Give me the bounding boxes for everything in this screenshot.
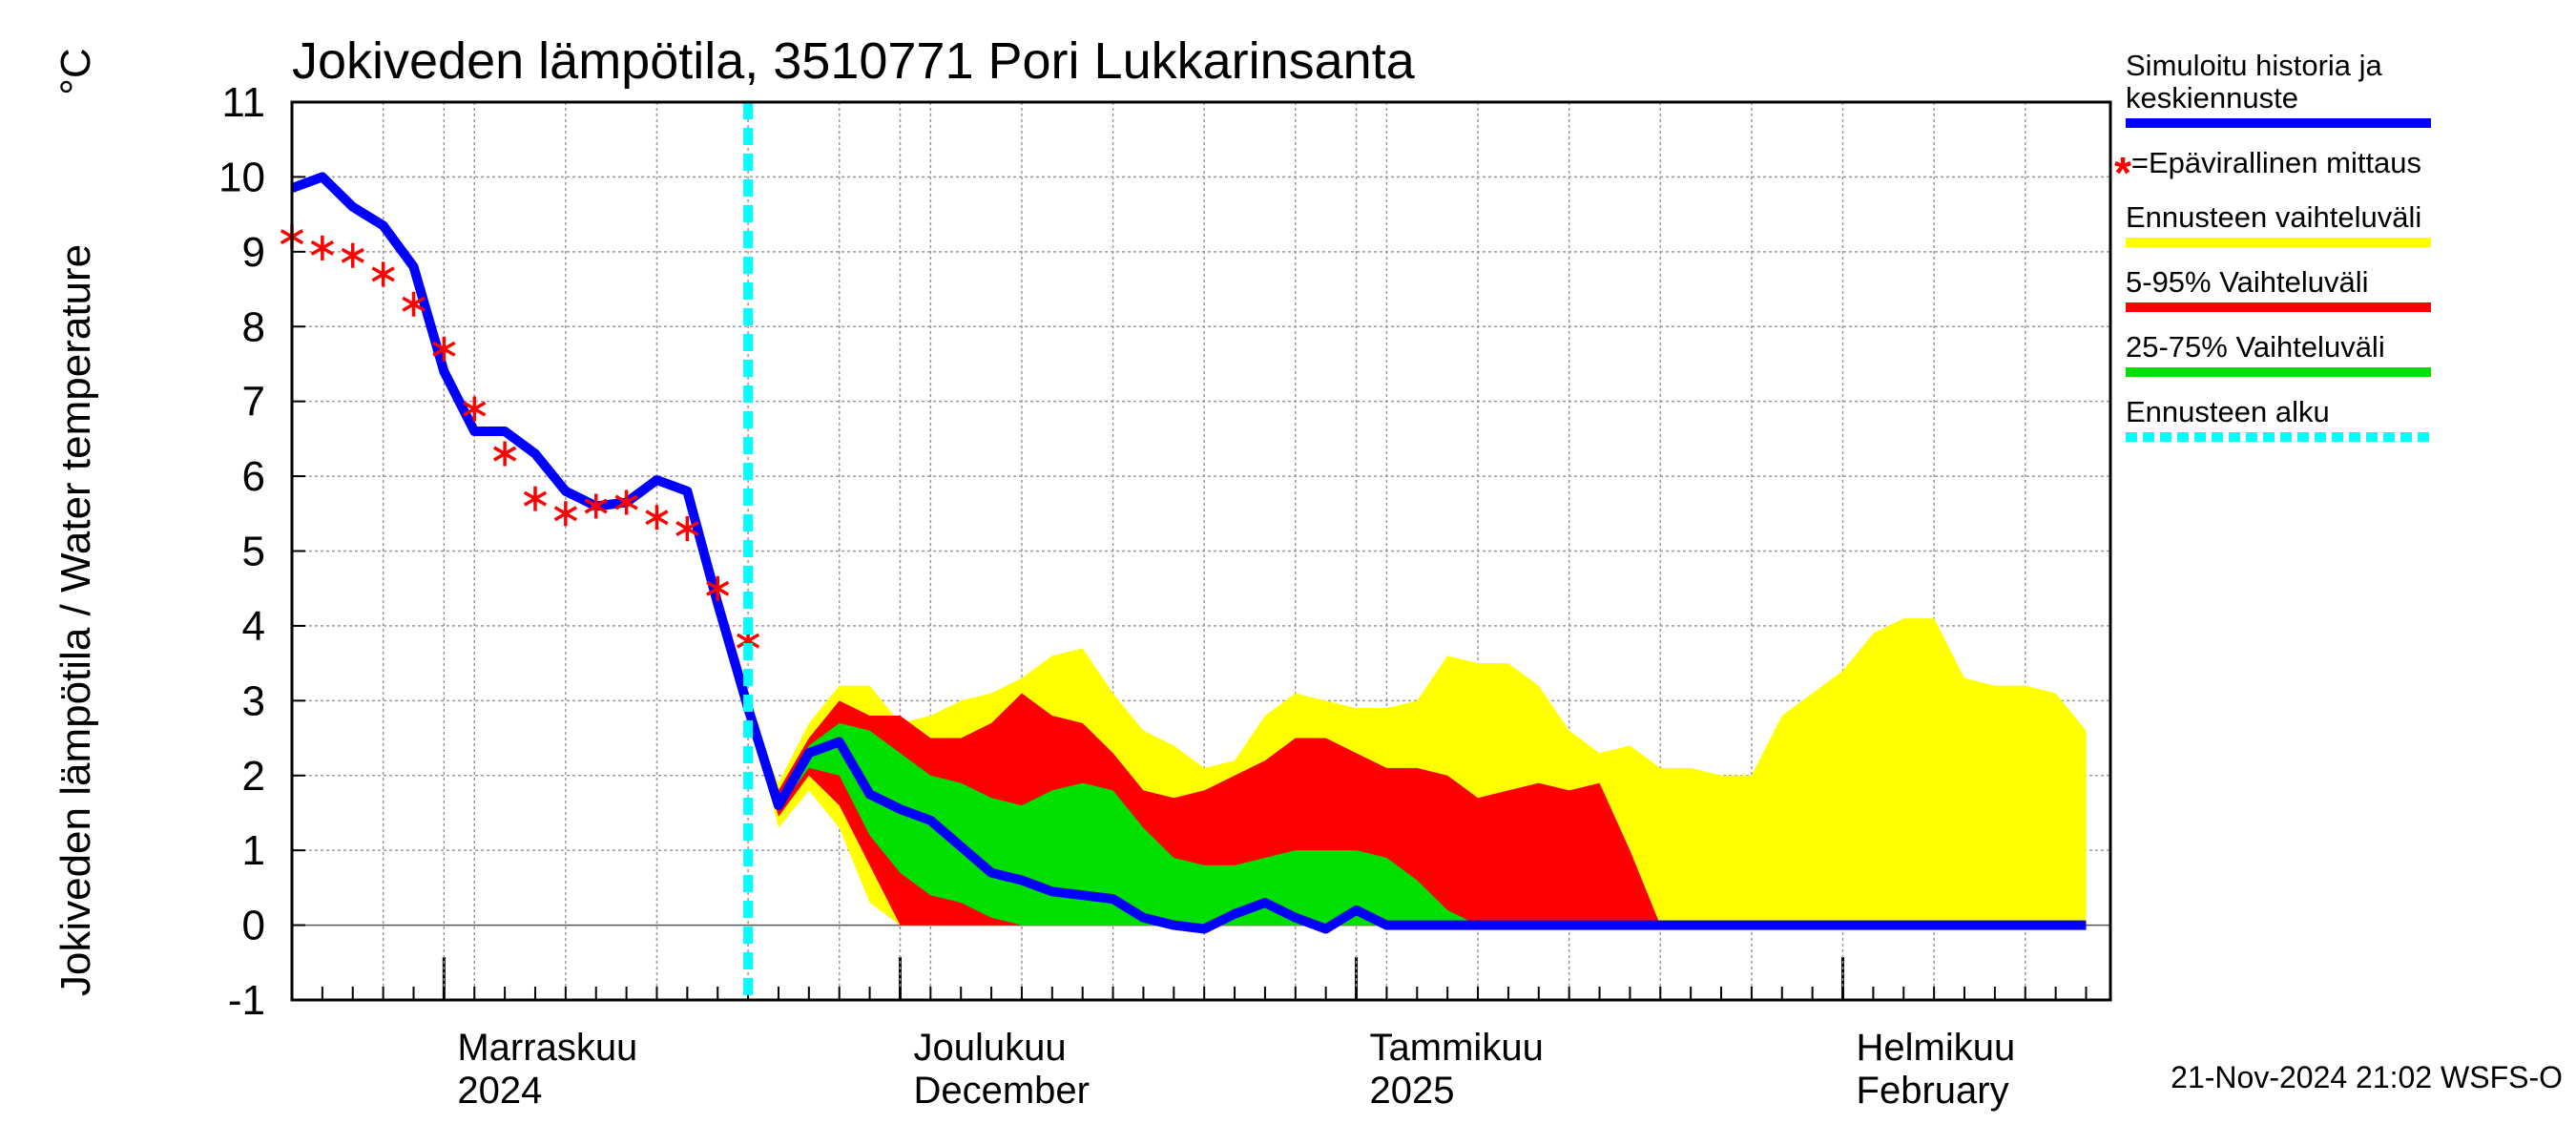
y-axis-unit: °C [52, 48, 99, 94]
measurement [706, 575, 730, 601]
x-tick-label-2: February [1857, 1070, 2009, 1112]
measurement [310, 235, 335, 260]
x-tick-label-2: 2024 [457, 1070, 542, 1112]
x-tick-label: Joulukuu [913, 1027, 1066, 1069]
legend-swatch [2126, 367, 2431, 377]
y-tick-label: 1 [242, 827, 265, 874]
legend-marker: * [2114, 148, 2131, 198]
measurement [402, 291, 426, 317]
measurement [341, 242, 364, 268]
measurement [614, 489, 638, 515]
chart-title: Jokiveden lämpötila, 3510771 Pori Lukkar… [292, 32, 1416, 90]
legend-entry: 5-95% Vaihteluväli [2126, 266, 2450, 312]
forecast-band [748, 708, 2087, 926]
legend-label: 25-75% Vaihteluväli [2126, 330, 2385, 364]
legend-entry: Ennusteen alku [2126, 396, 2450, 442]
measurement [371, 261, 395, 287]
legend-swatch [2126, 238, 2431, 247]
y-tick-label: 10 [218, 154, 265, 200]
legend-label: =Epävirallinen mittaus [2130, 146, 2422, 179]
legend-entry: *=Epävirallinen mittaus [2114, 146, 2450, 196]
measurement [492, 441, 517, 467]
y-tick-label: 7 [242, 379, 265, 426]
x-tick-label: Helmikuu [1857, 1027, 2016, 1069]
y-tick-label: 5 [242, 529, 265, 575]
x-tick-label: Tammikuu [1370, 1027, 1544, 1069]
y-tick-label: 0 [242, 903, 265, 949]
legend-swatch [2126, 432, 2431, 442]
legend-entry: Simuloitu historia ja keskiennuste [2126, 50, 2450, 128]
legend-label: Ennusteen alku [2126, 395, 2330, 428]
measurement [432, 336, 456, 362]
timestamp: 21-Nov-2024 21:02 WSFS-O [2171, 1060, 2563, 1094]
legend-entry: 25-75% Vaihteluväli [2126, 331, 2450, 377]
legend-label: 5-95% Vaihteluväli [2126, 265, 2369, 299]
legend-swatch [2126, 118, 2431, 128]
legend-entry: Ennusteen vaihteluväli [2126, 201, 2450, 247]
y-tick-label: 3 [242, 677, 265, 724]
y-tick-label: 8 [242, 303, 265, 350]
legend-label: Ennusteen vaihteluväli [2126, 200, 2422, 234]
y-tick-label: 6 [242, 453, 265, 500]
measurement [463, 396, 487, 422]
x-tick-label-2: 2025 [1370, 1070, 1455, 1112]
legend-swatch [2126, 302, 2431, 312]
x-tick-label-2: December [913, 1070, 1090, 1112]
legend: Simuloitu historia ja keskiennuste *=Epäv… [2114, 50, 2450, 461]
y-tick-label: 4 [242, 603, 265, 650]
y-axis-label: Jokiveden lämpötila / Water temperature [52, 244, 99, 996]
measurement [523, 486, 548, 511]
measurement [553, 501, 577, 527]
y-tick-label: 11 [221, 79, 265, 126]
measurement [675, 515, 699, 541]
y-tick-label: -1 [228, 977, 265, 1024]
measurement [645, 505, 669, 531]
plot-frame [290, 100, 2112, 1002]
x-tick-label: Marraskuu [457, 1027, 637, 1069]
y-tick-label: 2 [242, 753, 265, 800]
legend-label: Simuloitu historia ja keskiennuste [2126, 49, 2382, 114]
measurement [584, 493, 608, 519]
y-tick-label: 9 [242, 229, 265, 276]
